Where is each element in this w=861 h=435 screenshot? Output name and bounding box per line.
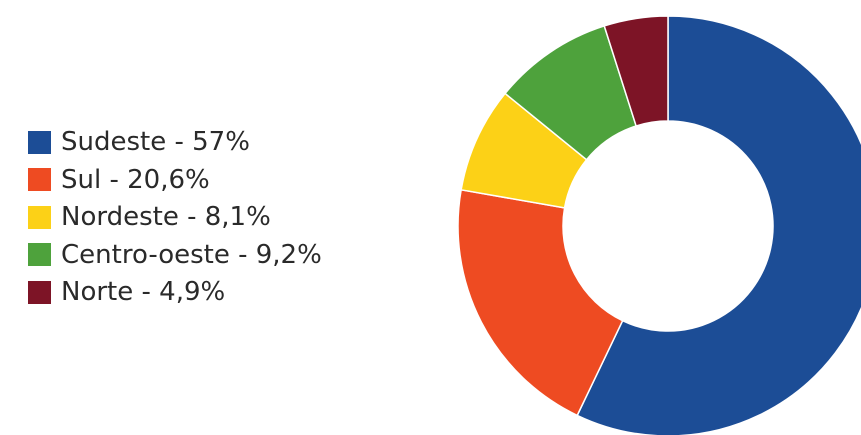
donut-slice-sudeste [576, 15, 861, 435]
legend-item-nordeste: Nordeste - 8,1% [28, 199, 322, 235]
donut-slice-norte [603, 15, 669, 127]
donut-slice-sul [457, 188, 624, 417]
legend-swatch-sudeste [28, 130, 51, 154]
legend-item-sul: Sul - 20,6% [28, 162, 322, 198]
legend-item-norte: Norte - 4,9% [28, 274, 322, 310]
donut-chart [457, 15, 861, 435]
legend-swatch-norte [28, 280, 51, 304]
legend-label-sudeste: Sudeste - 57% [61, 127, 250, 157]
legend-label-centro-oeste: Centro-oeste - 9,2% [61, 239, 322, 270]
legend-swatch-sul [28, 168, 51, 191]
legend-item-sudeste: Sudeste - 57% [28, 124, 322, 160]
legend-item-centro-oeste: Centro-oeste - 9,2% [28, 237, 322, 273]
legend-label-norte: Norte - 4,9% [61, 277, 226, 307]
legend-label-sul: Sul - 20,6% [61, 164, 210, 195]
legend-swatch-centro-oeste [28, 243, 51, 266]
chart-legend: Sudeste - 57% Sul - 20,6% Nordeste - 8,1% C… [28, 124, 322, 312]
legend-swatch-nordeste [28, 205, 51, 229]
legend-label-nordeste: Nordeste - 8,1% [61, 202, 271, 232]
